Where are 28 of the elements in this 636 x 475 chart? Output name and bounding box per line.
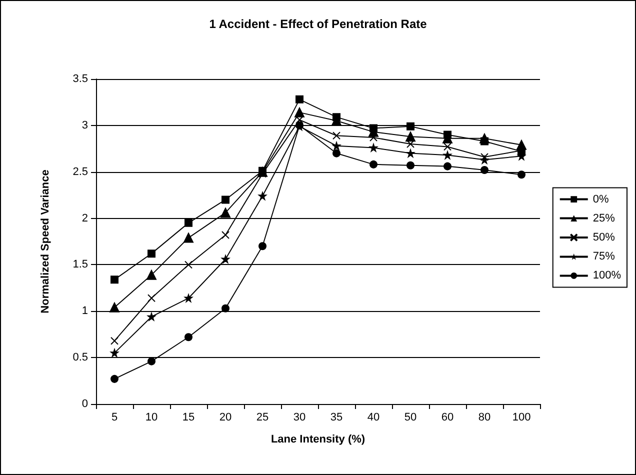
legend-label: 75% bbox=[592, 250, 616, 263]
x-tick-label: 5 bbox=[111, 412, 118, 424]
x-tick-label: 60 bbox=[441, 412, 454, 424]
legend-label: 25% bbox=[592, 212, 616, 224]
x-tick-label: 40 bbox=[367, 412, 380, 424]
x-tick-label: 100 bbox=[512, 412, 531, 424]
y-tick-label: 2 bbox=[82, 212, 88, 224]
y-tick-label: 3.5 bbox=[72, 73, 88, 85]
x-tick-label: 80 bbox=[478, 412, 491, 424]
y-tick-label: 1.5 bbox=[72, 258, 88, 271]
x-tick-label: 20 bbox=[219, 412, 232, 424]
legend-label: 100% bbox=[592, 270, 622, 282]
y-tick-label: 1 bbox=[82, 305, 88, 318]
legend-label: 0% bbox=[592, 193, 609, 206]
y-axis-title: Normalized Speed Variance bbox=[40, 170, 52, 314]
x-tick-label: 10 bbox=[145, 412, 158, 424]
x-tick-label: 35 bbox=[330, 412, 343, 424]
y-tick-label: 0 bbox=[82, 398, 88, 410]
x-tick-label: 30 bbox=[293, 412, 306, 424]
x-tick-label: 50 bbox=[404, 412, 417, 424]
chart-title: 1 Accident - Effect of Penetration Rate bbox=[209, 17, 428, 31]
y-tick-label: 3 bbox=[82, 119, 88, 132]
x-axis-title: Lane Intensity (%) bbox=[270, 434, 366, 446]
y-tick-label: 0.5 bbox=[72, 352, 88, 364]
x-tick-label: 15 bbox=[182, 412, 195, 424]
legend-label: 50% bbox=[592, 232, 616, 244]
x-tick-label: 25 bbox=[256, 412, 269, 424]
y-tick-label: 2.5 bbox=[72, 166, 88, 178]
